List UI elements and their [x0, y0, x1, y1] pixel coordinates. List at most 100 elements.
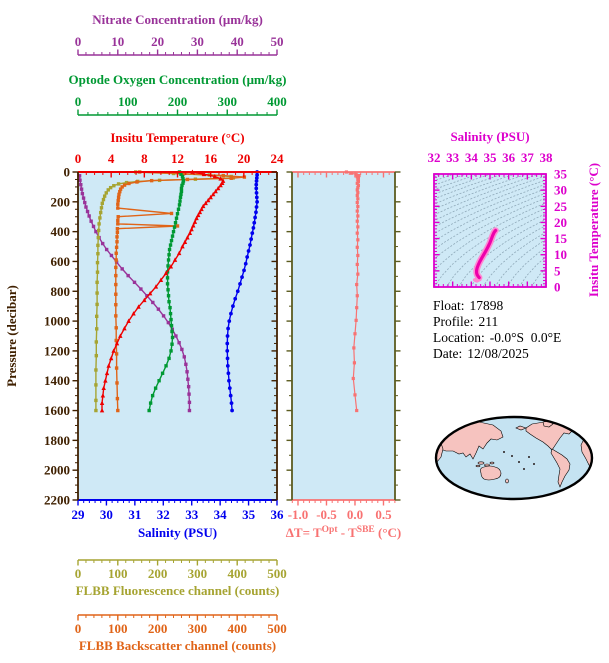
svg-text:1800: 1800 — [44, 433, 70, 448]
svg-text:20: 20 — [554, 215, 567, 230]
svg-text:37: 37 — [521, 150, 535, 165]
svg-text:35: 35 — [484, 150, 498, 165]
density-contours — [434, 174, 546, 287]
svg-text:ΔT= TOpt - TSBE (°C): ΔT= TOpt - TSBE (°C) — [286, 525, 402, 540]
svg-text:Salinity (PSU): Salinity (PSU) — [450, 129, 529, 144]
svg-text:800: 800 — [51, 284, 71, 299]
svg-text:100: 100 — [108, 566, 128, 581]
svg-text:29: 29 — [72, 507, 86, 522]
svg-text:300: 300 — [188, 566, 208, 581]
info-value: 12/08/2025 — [467, 346, 529, 361]
svg-text:-1.0: -1.0 — [288, 507, 309, 522]
svg-text:500: 500 — [267, 621, 287, 636]
svg-text:Insitu Temperature (°C): Insitu Temperature (°C) — [110, 130, 244, 145]
svg-text:50: 50 — [271, 34, 284, 49]
svg-text:Salinity (PSU): Salinity (PSU) — [138, 525, 217, 540]
svg-text:30: 30 — [191, 34, 204, 49]
series-temperature — [99, 169, 226, 413]
svg-text:25: 25 — [554, 199, 568, 214]
svg-text:600: 600 — [51, 254, 71, 269]
info-value: 211 — [478, 314, 499, 329]
svg-text:0: 0 — [64, 165, 71, 180]
info-label: Date: — [433, 346, 463, 361]
svg-text:2000: 2000 — [44, 463, 70, 478]
svg-text:0: 0 — [554, 280, 561, 295]
delta-t-panel: -1.0 -0.5 0.0 0.5 ΔT= TOpt - TSBE (°C) — [286, 170, 402, 540]
axis-oxygen: 0 100 200 300 400 Optode Oxygen Concentration… — [69, 72, 287, 116]
svg-text:FLBB Fluorescence channel (cou: FLBB Fluorescence channel (counts) — [76, 583, 280, 598]
svg-text:200: 200 — [148, 566, 168, 581]
map-outline — [434, 415, 594, 501]
svg-text:100: 100 — [108, 621, 128, 636]
svg-text:200: 200 — [51, 194, 71, 209]
svg-text:0.0: 0.0 — [347, 507, 363, 522]
svg-text:10: 10 — [111, 34, 124, 49]
svg-text:0.5: 0.5 — [375, 507, 392, 522]
ts-diagram-panel: 32 33 34 35 36 37 38 Salinity (PSU) 0 51015202530… — [428, 129, 602, 297]
info-line-date: Date: 12/08/2025 — [433, 346, 561, 362]
svg-text:5: 5 — [554, 263, 561, 278]
world-map — [434, 415, 594, 501]
svg-text:500: 500 — [267, 566, 287, 581]
svg-text:34: 34 — [465, 150, 479, 165]
svg-text:40: 40 — [231, 34, 244, 49]
svg-text:0: 0 — [75, 621, 82, 636]
svg-text:20: 20 — [151, 34, 164, 49]
info-label: Float: — [433, 298, 465, 313]
svg-text:32: 32 — [157, 507, 170, 522]
svg-text:30: 30 — [554, 183, 567, 198]
svg-text:200: 200 — [168, 94, 188, 109]
svg-text:15: 15 — [554, 231, 568, 246]
svg-text:4: 4 — [108, 151, 115, 166]
svg-text:1000: 1000 — [44, 314, 70, 329]
info-line-location: Location: -0.0°S 0.0°E — [433, 330, 561, 346]
svg-text:1200: 1200 — [44, 343, 70, 358]
svg-text:33: 33 — [185, 507, 199, 522]
info-line-float: Float: 17898 — [433, 298, 561, 314]
axis-fluorescence: 0 100 200 300 400 500 FLBB Fluorescence channe… — [75, 559, 287, 598]
svg-text:Nitrate Concentration (μm/kg): Nitrate Concentration (μm/kg) — [92, 12, 263, 27]
svg-text:FLBB Backscatter channel (coun: FLBB Backscatter channel (counts) — [79, 638, 276, 653]
svg-text:12: 12 — [171, 151, 184, 166]
svg-text:200: 200 — [148, 621, 168, 636]
svg-text:400: 400 — [267, 94, 287, 109]
svg-text:10: 10 — [554, 247, 567, 262]
svg-text:35: 35 — [554, 167, 568, 182]
svg-text:100: 100 — [118, 94, 138, 109]
svg-text:1400: 1400 — [44, 373, 70, 388]
info-label: Profile: — [433, 314, 474, 329]
svg-text:0: 0 — [75, 94, 82, 109]
svg-text:400: 400 — [51, 224, 71, 239]
svg-text:30: 30 — [100, 507, 113, 522]
svg-text:Pressure (decibar): Pressure (decibar) — [4, 285, 19, 387]
svg-text:0: 0 — [75, 34, 82, 49]
float-info-block: Float: 17898 Profile: 211 Location: -0.0°S … — [433, 298, 561, 362]
svg-text:38: 38 — [540, 150, 554, 165]
info-value: -0.0°S 0.0°E — [489, 330, 562, 345]
svg-text:16: 16 — [204, 151, 218, 166]
info-line-profile: Profile: 211 — [433, 314, 561, 330]
info-label: Location: — [433, 330, 485, 345]
svg-text:8: 8 — [141, 151, 148, 166]
svg-text:31: 31 — [128, 507, 141, 522]
svg-text:-0.5: -0.5 — [316, 507, 337, 522]
svg-text:36: 36 — [502, 150, 516, 165]
main-panel-spines: 0 4 8 12 16 20 24 Insitu Temperature (°C) 29 30 31… — [4, 130, 284, 540]
svg-text:36: 36 — [271, 507, 285, 522]
svg-text:Optode Oxygen Concentration (μ: Optode Oxygen Concentration (μm/kg) — [69, 72, 287, 87]
svg-text:20: 20 — [237, 151, 250, 166]
svg-text:300: 300 — [218, 94, 238, 109]
svg-text:300: 300 — [188, 621, 208, 636]
series-salinity — [225, 170, 259, 413]
svg-text:1600: 1600 — [44, 403, 70, 418]
axis-backscatter: 0 100 200 300 400 500 FLBB Backscatter channel… — [75, 614, 287, 653]
svg-text:0: 0 — [75, 566, 82, 581]
svg-text:400: 400 — [227, 566, 247, 581]
axis-nitrate: 0 10 20 30 40 50 Nitrate Concentration (μm/kg) — [75, 12, 284, 56]
svg-text:35: 35 — [242, 507, 256, 522]
svg-text:Insitu Temperature (°C): Insitu Temperature (°C) — [586, 163, 601, 297]
svg-text:32: 32 — [428, 150, 441, 165]
